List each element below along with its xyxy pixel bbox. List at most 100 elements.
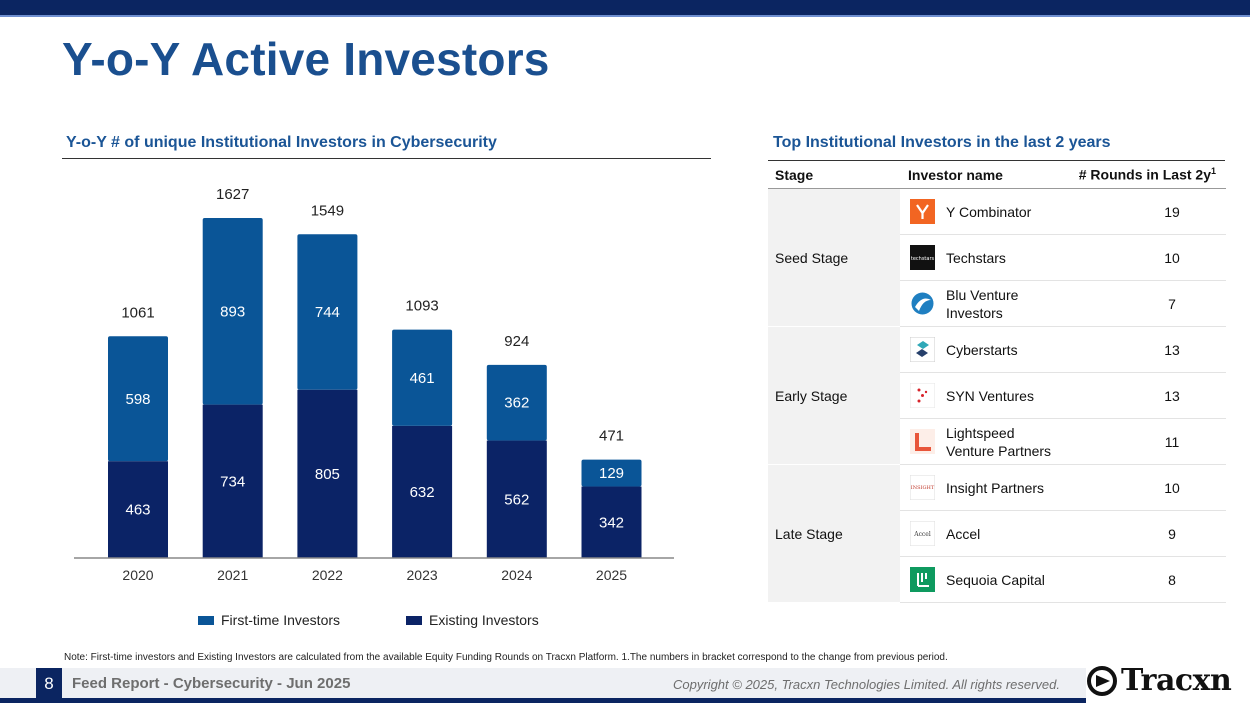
- stage-cell: Late Stage: [768, 464, 900, 603]
- bar-existing-2025: [581, 486, 642, 558]
- copyright: Copyright © 2025, Tracxn Technologies Li…: [673, 677, 1061, 692]
- data-label-first-time-2021: 893: [220, 303, 245, 320]
- table-row: SYN Ventures 13: [768, 372, 1226, 419]
- x-tick-2023: 2023: [407, 567, 438, 583]
- table-row: Seed Stage Y Combinator 19: [768, 188, 1226, 327]
- table-heading-divider: [768, 160, 1225, 161]
- legend-first-time: First-time Investors: [198, 612, 340, 628]
- rounds-cell: 9: [1078, 510, 1226, 557]
- data-label-existing-2024: 562: [504, 491, 529, 508]
- bar-first-time-2023: [392, 329, 453, 426]
- x-tick-2022: 2022: [312, 567, 343, 583]
- data-label-existing-2021: 734: [220, 473, 245, 490]
- header-rounds: # Rounds in Last 2y1: [1078, 161, 1226, 189]
- bar-existing-2022: [297, 389, 358, 558]
- legend-first-time-label: First-time Investors: [221, 612, 341, 628]
- bar-existing-2023: [392, 425, 453, 558]
- footer-bar: [0, 668, 1086, 698]
- investor-cell: Y Combinator: [900, 188, 1078, 235]
- accel-logo-text: Accel: [913, 531, 931, 538]
- investor-cell: Cyberstarts: [900, 326, 1078, 373]
- table-row: Sequoia Capital 8: [768, 556, 1226, 603]
- investor-name: SYN Ventures: [946, 387, 1034, 404]
- investor-name: Techstars: [946, 249, 1006, 266]
- bar-existing-2021: [202, 404, 263, 558]
- rounds-cell: 10: [1078, 234, 1226, 281]
- blu-venture-logo: [910, 291, 935, 316]
- data-label-existing-2020: 463: [125, 502, 150, 519]
- x-tick-2021: 2021: [217, 567, 248, 583]
- bar-first-time-2021: [202, 218, 263, 405]
- stacked-bar-chart: 463 598 1061 2020 734 893 1627 2021 805 744 1549 20…: [74, 186, 674, 583]
- stage-cell: Seed Stage: [768, 188, 900, 327]
- data-label-first-time-2023: 461: [410, 370, 435, 387]
- header-stage: Stage: [768, 161, 900, 189]
- rounds-cell: 11: [1078, 418, 1226, 465]
- investor-name: Y Combinator: [946, 203, 1032, 220]
- investor-cell: SYN Ventures: [900, 372, 1078, 419]
- bar-first-time-2020: [108, 336, 168, 462]
- tracxn-brand: Tracxn: [1086, 663, 1232, 698]
- bar-existing-2020: [108, 461, 168, 558]
- syn-ventures-logo: [910, 383, 935, 408]
- data-label-total-2022: 1549: [311, 202, 344, 219]
- table-row: techstars Techstars 10: [768, 234, 1226, 281]
- legend-first-time-swatch: [198, 615, 214, 625]
- data-label-first-time-2022: 744: [315, 304, 340, 321]
- investor-name: Accel: [946, 525, 981, 542]
- rounds-cell: 7: [1078, 280, 1226, 327]
- stage-cell: Early Stage: [768, 326, 900, 465]
- techstars-logo: techstars: [910, 245, 935, 270]
- data-label-existing-2022: 805: [315, 466, 340, 483]
- ycombinator-logo: [910, 199, 935, 224]
- techstars-logo-text: techstars: [911, 256, 935, 262]
- table-row: Early Stage Cyberstarts 13: [768, 326, 1226, 465]
- insight-logo-text: INSIGHT: [911, 485, 935, 491]
- page-number: 8: [36, 668, 62, 700]
- rounds-cell: 13: [1078, 372, 1226, 419]
- tracxn-logo-icon: [1087, 665, 1117, 696]
- bar-first-time-2022: [297, 234, 358, 390]
- top-bar-accent: [0, 15, 1250, 17]
- header-rounds-label: # Rounds in Last 2y: [1078, 166, 1211, 183]
- data-label-first-time-2024: 362: [504, 395, 529, 412]
- chart-heading: Y-o-Y # of unique Institutional Investor…: [66, 134, 497, 151]
- header-investor-name: Investor name: [900, 161, 1078, 189]
- table-row: Blu Venture Investors 7: [768, 280, 1226, 327]
- bar-existing-2024: [486, 440, 547, 558]
- x-tick-2024: 2024: [501, 567, 532, 583]
- x-tick-2020: 2020: [122, 567, 153, 583]
- investor-name: Blu Venture Investors: [946, 286, 1019, 321]
- x-tick-2025: 2025: [596, 567, 627, 583]
- rounds-cell: 19: [1078, 188, 1226, 235]
- table-row: Accel Accel 9: [768, 510, 1226, 557]
- investor-cell: Accel Accel: [900, 510, 1078, 557]
- investor-cell: techstars Techstars: [900, 234, 1078, 281]
- top-bar: [0, 0, 1250, 15]
- investor-name: Lightspeed Venture Partners: [946, 424, 1052, 459]
- bar-first-time-2025: [581, 459, 642, 487]
- legend-existing-label: Existing Investors: [429, 612, 539, 628]
- data-label-total-2023: 1093: [405, 298, 438, 315]
- data-label-total-2024: 924: [504, 333, 529, 350]
- table-row: Late Stage INSIGHT Insight Partners 10: [768, 464, 1226, 603]
- insight-partners-logo: INSIGHT: [910, 475, 935, 500]
- investor-cell: Lightspeed Venture Partners: [900, 418, 1078, 465]
- data-label-total-2021: 1627: [216, 186, 249, 203]
- bar-first-time-2024: [486, 364, 547, 441]
- investor-name: Cyberstarts: [946, 341, 1018, 358]
- chart-heading-divider: [62, 158, 711, 159]
- data-label-existing-2025: 342: [599, 514, 624, 531]
- rounds-cell: 8: [1078, 556, 1226, 603]
- investor-name: Insight Partners: [946, 479, 1045, 496]
- accel-logo: Accel: [910, 521, 935, 546]
- rounds-cell: 10: [1078, 464, 1226, 511]
- brand-name: Tracxn: [1121, 663, 1232, 698]
- table-heading: Top Institutional Investors in the last …: [773, 134, 1111, 151]
- header-rounds-footnote-mark: 1: [1210, 166, 1216, 177]
- footnote: Note: First-time investors and Existing …: [64, 652, 948, 663]
- rounds-cell: 13: [1078, 326, 1226, 373]
- data-label-first-time-2025: 129: [599, 465, 624, 482]
- investor-name: Sequoia Capital: [946, 571, 1045, 588]
- legend-existing: Existing Investors: [406, 612, 539, 628]
